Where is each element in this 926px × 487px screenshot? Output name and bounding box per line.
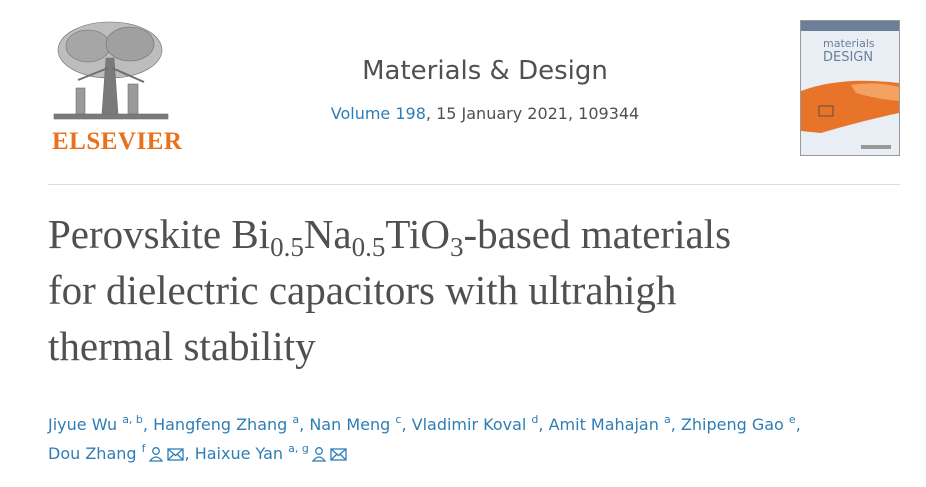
issue-details: , 15 January 2021, 109344 [425, 104, 640, 123]
title-text: TiO [385, 211, 450, 257]
author-name[interactable]: Dou Zhang [48, 444, 137, 463]
cover-art: materials DESIGN [801, 21, 899, 149]
author-line: Jiyue Wu a, b, Hangfeng Zhang a, Nan Men… [48, 410, 801, 439]
title-subscript: 0.5 [270, 232, 304, 262]
journal-cover[interactable]: materials DESIGN [800, 20, 900, 156]
author-list: Jiyue Wu a, b, Hangfeng Zhang a, Nan Men… [48, 410, 801, 468]
divider [48, 184, 900, 185]
contact-icons[interactable] [311, 446, 348, 462]
separator: , [299, 415, 305, 434]
author[interactable]: Amit Mahajan a [548, 413, 671, 434]
cover-title-bottom: DESIGN [823, 50, 873, 65]
elsevier-tree-logo [53, 21, 169, 120]
affiliation[interactable]: a, g [288, 442, 309, 455]
affiliation[interactable]: d [531, 413, 539, 426]
article-title: Perovskite Bi0.5Na0.5TiO3-based material… [48, 206, 731, 374]
journal-name[interactable]: Materials & Design [362, 56, 608, 86]
author[interactable]: Vladimir Koval d [411, 413, 539, 434]
title-line: Perovskite Bi0.5Na0.5TiO3-based material… [48, 206, 731, 262]
affiliation[interactable]: a [663, 413, 671, 426]
author-name[interactable]: Haixue Yan [194, 444, 284, 463]
publisher-name: ELSEVIER [52, 128, 183, 155]
author-name[interactable]: Nan Meng [309, 415, 391, 434]
separator: , [142, 415, 148, 434]
affiliation[interactable]: f [141, 442, 146, 455]
author-name[interactable]: Amit Mahajan [548, 415, 659, 434]
cover-title-top: materials [823, 37, 875, 50]
author-line: Dou Zhang f, Haixue Yan a, g [48, 439, 801, 468]
author-name[interactable]: Hangfeng Zhang [153, 415, 288, 434]
title-subscript: 0.5 [351, 232, 386, 262]
affiliation[interactable]: a, b [122, 413, 143, 426]
separator: , [401, 415, 407, 434]
author-name[interactable]: Vladimir Koval [411, 415, 527, 434]
author[interactable]: Nan Meng c [309, 413, 402, 434]
title-subscript: 3 [450, 232, 464, 262]
author-name[interactable]: Zhipeng Gao [680, 415, 784, 434]
title-text: for dielectric capacitors with ultrahigh [48, 267, 677, 313]
separator: , [184, 444, 190, 463]
author[interactable]: Hangfeng Zhang a [153, 413, 300, 434]
issue-info: Volume 198, 15 January 2021, 109344 [280, 104, 690, 123]
title-line: for dielectric capacitors with ultrahigh [48, 262, 731, 318]
author[interactable]: Dou Zhang f [48, 442, 185, 463]
separator: , [670, 415, 676, 434]
contact-icons[interactable] [148, 446, 185, 462]
title-text: Na [303, 211, 352, 257]
affiliation[interactable]: a [292, 413, 300, 426]
title-text: thermal stability [48, 323, 316, 369]
title-line: thermal stability [48, 318, 731, 374]
volume-link[interactable]: Volume 198 [330, 104, 426, 123]
title-text: Perovskite Bi [48, 211, 271, 257]
author[interactable]: Haixue Yan a, g [194, 442, 348, 463]
author[interactable]: Zhipeng Gao e [680, 413, 796, 434]
separator: , [795, 415, 801, 434]
affiliation[interactable]: c [395, 413, 402, 426]
author-name[interactable]: Jiyue Wu [48, 415, 118, 434]
separator: , [538, 415, 544, 434]
author[interactable]: Jiyue Wu a, b [48, 413, 143, 434]
affiliation[interactable]: e [788, 413, 796, 426]
title-text: -based materials [463, 211, 732, 257]
